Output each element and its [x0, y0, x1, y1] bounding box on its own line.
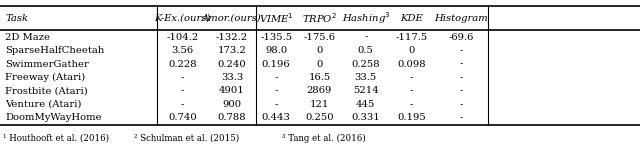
- Text: VIME$^{1}$: VIME$^{1}$: [259, 11, 294, 25]
- Text: ³ Tang et al. (2016): ³ Tang et al. (2016): [282, 134, 365, 143]
- Text: -: -: [459, 113, 463, 122]
- Text: 16.5: 16.5: [308, 73, 330, 82]
- Text: -: -: [410, 100, 413, 109]
- Text: -69.6: -69.6: [448, 33, 474, 42]
- Text: -135.5: -135.5: [260, 33, 292, 42]
- Text: 2D Maze: 2D Maze: [5, 33, 50, 42]
- Text: -: -: [410, 86, 413, 95]
- Text: 5214: 5214: [353, 86, 379, 95]
- Text: 445: 445: [356, 100, 376, 109]
- Text: Hashing$^{3}$: Hashing$^{3}$: [342, 10, 390, 26]
- Text: -: -: [459, 100, 463, 109]
- Text: -: -: [459, 46, 463, 55]
- Text: -132.2: -132.2: [216, 33, 248, 42]
- Text: 0.740: 0.740: [168, 113, 196, 122]
- Text: -117.5: -117.5: [396, 33, 428, 42]
- Text: -: -: [275, 73, 278, 82]
- Text: 0: 0: [316, 60, 323, 69]
- Text: -104.2: -104.2: [166, 33, 198, 42]
- Text: Freeway (Atari): Freeway (Atari): [5, 73, 85, 82]
- Text: 0: 0: [316, 46, 323, 55]
- Text: -: -: [180, 86, 184, 95]
- Text: 0.258: 0.258: [351, 60, 380, 69]
- Text: 0.195: 0.195: [397, 113, 426, 122]
- Text: 0.250: 0.250: [305, 113, 333, 122]
- Text: 0.331: 0.331: [351, 113, 380, 122]
- Text: -: -: [459, 60, 463, 69]
- Text: -: -: [275, 100, 278, 109]
- Text: K-Ex.(ours): K-Ex.(ours): [154, 14, 211, 23]
- Text: Amor.(ours): Amor.(ours): [202, 14, 262, 23]
- Text: 121: 121: [310, 100, 329, 109]
- Text: Task: Task: [5, 14, 28, 23]
- Text: -: -: [180, 73, 184, 82]
- Text: 33.5: 33.5: [355, 73, 377, 82]
- Text: SparseHalfCheetah: SparseHalfCheetah: [5, 46, 104, 55]
- Text: 0.196: 0.196: [262, 60, 291, 69]
- Text: ² Schulman et al. (2015): ² Schulman et al. (2015): [134, 134, 239, 143]
- Text: 0.443: 0.443: [262, 113, 291, 122]
- Text: 0.098: 0.098: [397, 60, 426, 69]
- Text: -: -: [459, 86, 463, 95]
- Text: TRPO$^{2}$: TRPO$^{2}$: [302, 11, 337, 25]
- Text: 0.5: 0.5: [358, 46, 374, 55]
- Text: -: -: [459, 73, 463, 82]
- Text: Histogram: Histogram: [434, 14, 488, 23]
- Text: Venture (Atari): Venture (Atari): [5, 100, 82, 109]
- Text: ¹ Houthooft et al. (2016): ¹ Houthooft et al. (2016): [3, 134, 109, 143]
- Text: 4901: 4901: [219, 86, 245, 95]
- Text: 0.228: 0.228: [168, 60, 196, 69]
- Text: DoomMyWayHome: DoomMyWayHome: [5, 113, 102, 122]
- Text: -: -: [364, 33, 367, 42]
- Text: -: -: [410, 73, 413, 82]
- Text: Frostbite (Atari): Frostbite (Atari): [5, 86, 88, 95]
- Text: SwimmerGather: SwimmerGather: [5, 60, 89, 69]
- Text: 0.240: 0.240: [218, 60, 246, 69]
- Text: 2869: 2869: [307, 86, 332, 95]
- Text: KDE: KDE: [400, 14, 423, 23]
- Text: 900: 900: [223, 100, 241, 109]
- Text: 173.2: 173.2: [218, 46, 246, 55]
- Text: 98.0: 98.0: [265, 46, 287, 55]
- Text: -: -: [180, 100, 184, 109]
- Text: -175.6: -175.6: [303, 33, 335, 42]
- Text: 0.788: 0.788: [218, 113, 246, 122]
- Text: 0: 0: [408, 46, 415, 55]
- Text: -: -: [275, 86, 278, 95]
- Text: 3.56: 3.56: [172, 46, 193, 55]
- Text: 33.3: 33.3: [221, 73, 243, 82]
